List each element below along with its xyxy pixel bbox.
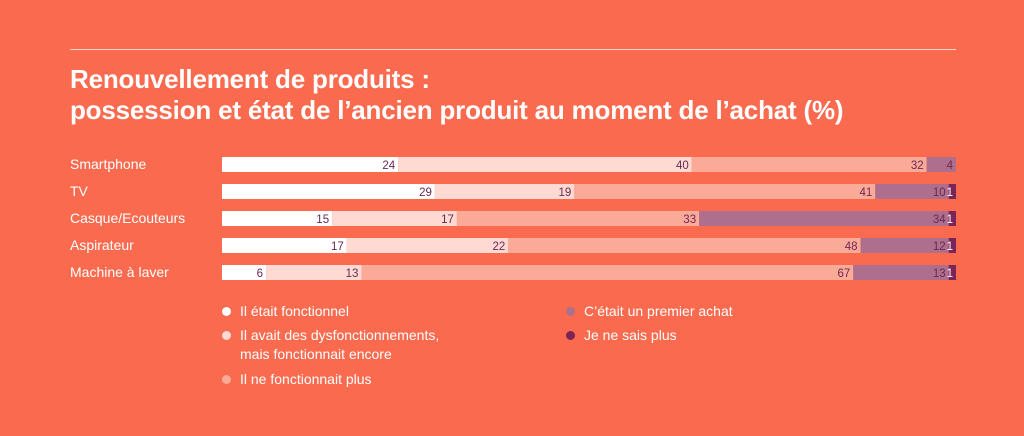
data-label-aspirateur-s4: 1 [947, 241, 953, 253]
chart-title: Renouvellement de produits : possession … [70, 64, 970, 126]
data-label-machine-a-laver-s2: 67 [837, 268, 850, 280]
bar-segment-machine-a-laver-s4 [948, 265, 956, 280]
bar-segment-aspirateur-s1 [346, 238, 509, 253]
data-label-machine-a-laver-s3: 13 [933, 268, 946, 280]
chart-title-line-1: Renouvellement de produits : [70, 64, 430, 94]
legend-item-premier-achat: C’était un premier achat [566, 302, 733, 321]
data-label-tv-s3: 10 [933, 187, 946, 199]
data-label-casque-ecouteurs-s3: 34 [933, 214, 946, 226]
data-label-smartphone-s3: 4 [947, 160, 954, 172]
bar-segment-machine-a-laver-s0 [222, 265, 267, 280]
data-label-casque-ecouteurs-s0: 15 [316, 214, 329, 226]
data-label-casque-ecouteurs-s4: 1 [947, 214, 953, 226]
legend-swatch [566, 331, 575, 340]
bar-segment-casque-ecouteurs-s0 [222, 211, 333, 226]
legend-label: C’était un premier achat [584, 303, 733, 319]
legend-label: Il ne fonctionnait plus [240, 371, 372, 387]
legend-swatch [222, 331, 231, 340]
legend-swatch [566, 307, 575, 316]
category-label-machine-a-laver: Machine à laver [70, 264, 169, 280]
data-label-casque-ecouteurs-s2: 33 [683, 214, 696, 226]
data-label-machine-a-laver-s0: 6 [257, 268, 263, 280]
data-label-tv-s4: 1 [947, 187, 953, 199]
bar-segment-smartphone-s0 [222, 157, 399, 172]
bar-segment-machine-a-laver-s3 [853, 265, 949, 280]
legend-item-ne-sais-plus: Je ne sais plus [566, 326, 677, 345]
category-label-smartphone: Smartphone [70, 156, 146, 172]
bar-segment-tv-s2 [574, 184, 876, 199]
category-label-casque-ecouteurs: Casque/Ecouteurs [70, 210, 185, 226]
bar-segment-machine-a-laver-s1 [266, 265, 362, 280]
bar-segment-aspirateur-s2 [508, 238, 861, 253]
data-label-machine-a-laver-s4: 1 [947, 268, 953, 280]
legend-label: Je ne sais plus [584, 327, 677, 343]
top-divider [70, 49, 956, 50]
legend-swatch [222, 375, 231, 384]
data-label-aspirateur-s3: 12 [933, 241, 946, 253]
bar-segment-smartphone-s2 [691, 157, 927, 172]
data-label-tv-s1: 19 [559, 187, 572, 199]
bar-segment-casque-ecouteurs-s4 [948, 211, 956, 226]
bar-segment-aspirateur-s3 [860, 238, 949, 253]
bar-segment-smartphone-s3 [926, 157, 956, 172]
bar-segment-tv-s0 [222, 184, 435, 199]
bar-segment-tv-s1 [434, 184, 575, 199]
data-label-aspirateur-s0: 17 [331, 241, 344, 253]
bar-segment-aspirateur-s4 [948, 238, 956, 253]
data-label-tv-s2: 41 [859, 187, 872, 199]
data-label-casque-ecouteurs-s1: 17 [441, 214, 454, 226]
bar-segment-machine-a-laver-s2 [361, 265, 854, 280]
data-label-aspirateur-s1: 22 [492, 241, 505, 253]
legend-item-ne-fonctionnait-plus: Il ne fonctionnait plus [222, 370, 372, 389]
legend-label: Il était fonctionnel [240, 303, 349, 319]
stacked-bar-chart: Smartphone 24 40 32 4TV 29 19 41 10 1Casque/Ecout… [70, 156, 956, 280]
data-label-smartphone-s2: 32 [911, 160, 924, 172]
bar-segment-casque-ecouteurs-s1 [332, 211, 457, 226]
legend-swatch [222, 307, 231, 316]
data-label-aspirateur-s2: 48 [845, 241, 858, 253]
bar-segment-casque-ecouteurs-s2 [456, 211, 700, 226]
category-label-aspirateur: Aspirateur [70, 237, 134, 253]
legend: Il était fonctionnel Il avait des dysfon… [222, 302, 962, 402]
bar-segment-casque-ecouteurs-s3 [699, 211, 949, 226]
bar-segment-tv-s3 [875, 184, 949, 199]
chart-title-line-2: possession et état de l’ancien produit a… [70, 95, 844, 125]
data-label-tv-s0: 29 [419, 187, 432, 199]
legend-item-fonctionnel: Il était fonctionnel [222, 302, 349, 321]
data-label-smartphone-s0: 24 [382, 160, 395, 172]
bar-segment-smartphone-s1 [398, 157, 692, 172]
legend-label-line-1: Il avait des dysfonctionnements, [240, 327, 440, 343]
category-label-tv: TV [70, 183, 89, 199]
bar-segment-tv-s4 [948, 184, 956, 199]
legend-label-line-2: mais fonctionnait encore [240, 346, 392, 362]
legend-item-dysfonctionnements: Il avait des dysfonctionnements, mais fo… [222, 326, 439, 364]
data-label-machine-a-laver-s1: 13 [346, 268, 359, 280]
data-label-smartphone-s1: 40 [676, 160, 689, 172]
bar-segment-aspirateur-s0 [222, 238, 347, 253]
